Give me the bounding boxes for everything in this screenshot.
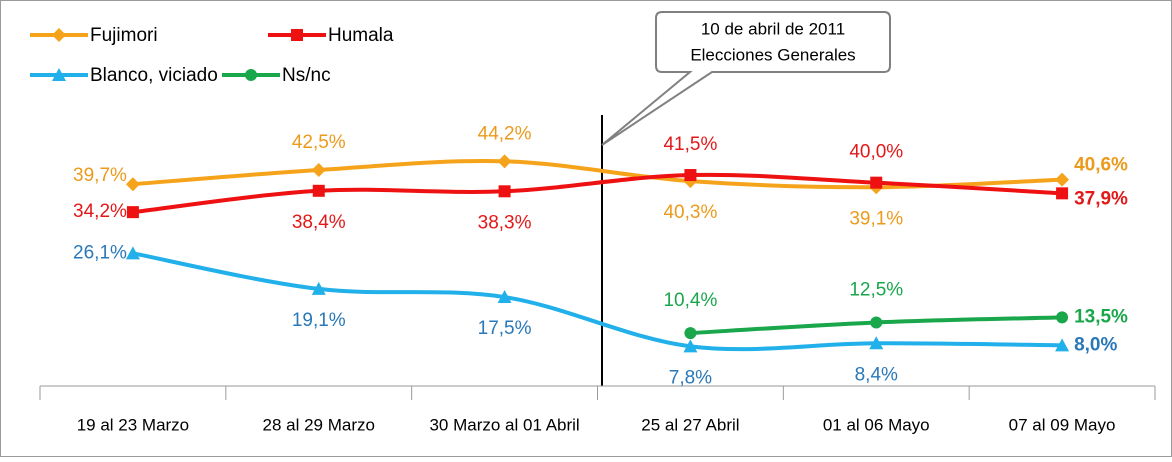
- data-label: 7,8%: [669, 367, 712, 388]
- series-line: [132, 172, 1063, 215]
- data-label: 38,3%: [478, 212, 532, 233]
- point: [869, 336, 884, 350]
- legend-label: Ns/nc: [282, 65, 331, 86]
- data-label: 38,4%: [292, 212, 346, 233]
- series-line: [132, 251, 1063, 352]
- point: [126, 206, 139, 219]
- callout-text: Elecciones Generales: [690, 45, 855, 64]
- data-label: 40,3%: [663, 202, 717, 223]
- data-label: 19,1%: [292, 310, 346, 331]
- point: [870, 316, 883, 329]
- data-label: 10,4%: [663, 290, 717, 311]
- data-label: 39,7%: [73, 165, 127, 186]
- legend-marker: [245, 69, 257, 81]
- legend-label: Humala: [328, 25, 394, 46]
- point: [1055, 172, 1070, 187]
- data-label: 17,5%: [478, 318, 532, 339]
- x-tick-label: 19 al 23 Marzo: [77, 415, 189, 434]
- x-tick-label: 01 al 06 Mayo: [823, 415, 930, 434]
- point: [311, 162, 326, 177]
- x-tick-label: 30 Marzo al 01 Abril: [429, 415, 579, 434]
- data-label: 42,5%: [292, 132, 346, 153]
- data-label: 8,0%: [1074, 334, 1117, 355]
- x-tick-label: 25 al 27 Abril: [641, 415, 739, 434]
- point: [870, 176, 883, 189]
- point: [498, 185, 511, 198]
- point: [125, 177, 140, 192]
- data-label: 39,1%: [849, 208, 903, 229]
- legend-label: Fujimori: [90, 25, 158, 46]
- data-label: 40,0%: [849, 142, 903, 163]
- data-label: 41,5%: [663, 134, 717, 155]
- point: [312, 184, 325, 197]
- data-label: 12,5%: [849, 279, 903, 300]
- point: [311, 281, 326, 295]
- legend-label: Blanco, viciado: [90, 65, 218, 86]
- point: [1056, 311, 1069, 324]
- callout-text: 10 de abril de 2011: [701, 19, 845, 38]
- point: [1056, 187, 1069, 200]
- legend-marker: [52, 28, 66, 42]
- callout-box: [601, 11, 891, 146]
- series-line: [132, 159, 1063, 190]
- point: [1055, 338, 1070, 352]
- x-tick-label: 28 al 29 Marzo: [263, 415, 375, 434]
- point: [683, 339, 698, 353]
- data-label: 37,9%: [1074, 188, 1128, 209]
- data-label: 40,6%: [1074, 155, 1128, 176]
- point: [684, 327, 697, 340]
- data-label: 34,2%: [73, 201, 127, 222]
- data-label: 26,1%: [73, 242, 127, 263]
- x-tick-label: 07 al 09 Mayo: [1009, 415, 1116, 434]
- point: [497, 154, 512, 169]
- data-label: 13,5%: [1074, 306, 1128, 327]
- point: [125, 246, 140, 260]
- point: [497, 290, 512, 304]
- legend-marker: [52, 68, 66, 81]
- point: [684, 169, 697, 182]
- data-label: 8,4%: [855, 364, 898, 385]
- legend-marker: [291, 29, 303, 41]
- data-label: 44,2%: [478, 123, 532, 144]
